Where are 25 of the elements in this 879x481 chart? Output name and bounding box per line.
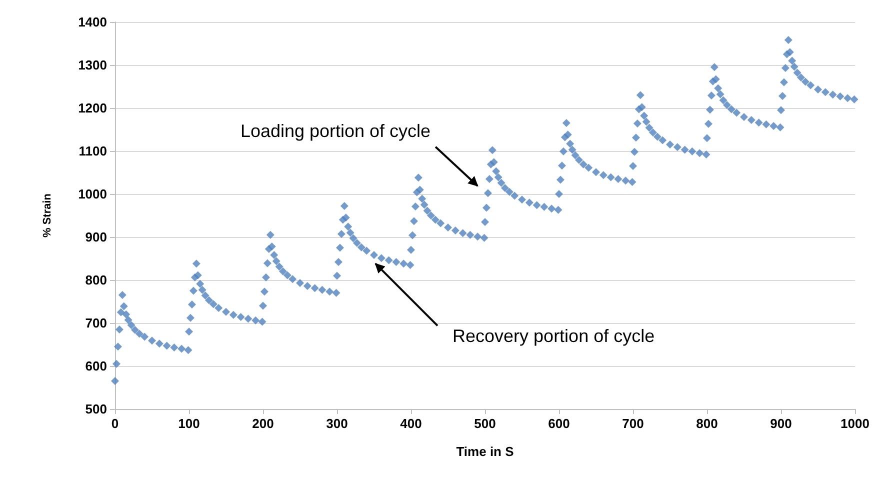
y-tick-label: 1000: [78, 186, 107, 202]
y-tick-label: 1300: [78, 58, 107, 72]
x-tick-label: 0: [111, 416, 119, 431]
x-axis-title: Time in S: [456, 444, 514, 459]
y-tick-label: 500: [85, 402, 107, 416]
y-axis-title: % Strain: [42, 193, 54, 238]
x-tick-label: 800: [696, 416, 718, 431]
y-tick-label: 900: [85, 230, 107, 244]
x-tick-label: 1000: [840, 416, 870, 431]
x-tick-label: 400: [400, 416, 422, 431]
x-tick-label: 900: [770, 416, 792, 431]
y-tick-label: 1200: [78, 100, 107, 116]
x-tick-label: 700: [622, 416, 644, 431]
x-tick-label: 600: [548, 416, 570, 431]
x-tick-label: 500: [474, 416, 496, 431]
x-tick-label: 300: [326, 416, 348, 431]
annotation: Loading portion of cycle: [240, 120, 431, 142]
x-tick-label: 200: [252, 416, 274, 431]
y-tick-label: 1400: [78, 14, 107, 30]
y-tick-label: 1100: [78, 144, 107, 158]
y-tick-label: 600: [85, 358, 107, 374]
y-tick-label: 700: [85, 316, 107, 330]
x-tick-label: 100: [178, 416, 200, 431]
y-tick-label: 800: [85, 272, 107, 288]
annotation: Recovery portion of cycle: [452, 326, 655, 347]
